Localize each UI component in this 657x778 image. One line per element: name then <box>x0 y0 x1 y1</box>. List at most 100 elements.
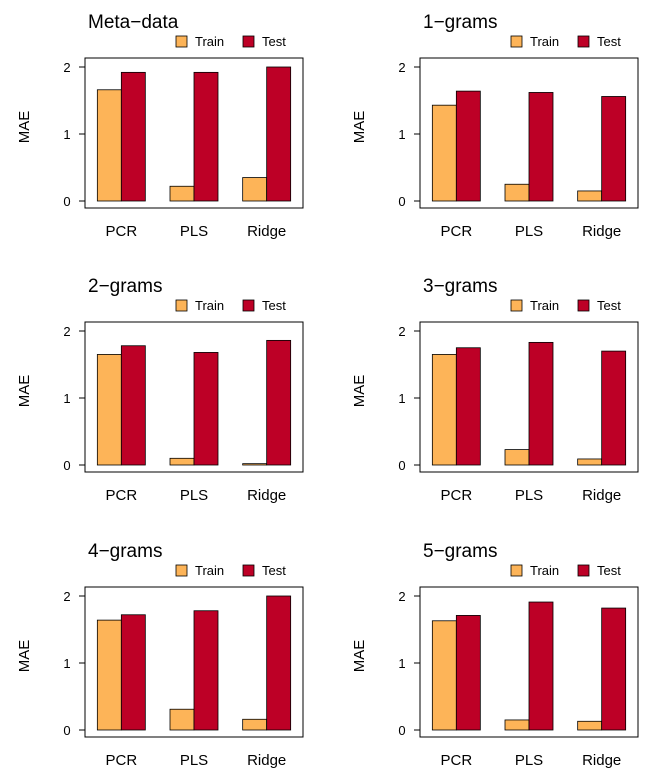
bar-train-pcr <box>431 104 457 202</box>
legend-label-train: Train <box>530 34 559 49</box>
chart-panel: 5−grams Train Test MAE 0 1 2 PCR PLS Ridge <box>351 541 639 769</box>
bar-train-ridge <box>577 458 603 466</box>
x-tick-label: PLS <box>180 487 208 504</box>
bar-train-pls <box>504 183 530 202</box>
chart-panel: Meta−data Train Test MAE 0 1 2 PCR PLS Ridge <box>16 12 304 240</box>
x-tick-label: Ridge <box>247 487 286 504</box>
legend-label-test: Test <box>597 563 621 578</box>
y-tick-label: 2 <box>398 60 405 75</box>
y-tick-label: 0 <box>398 723 405 738</box>
legend-label-test: Test <box>597 34 621 49</box>
panel-title: 5−grams <box>423 541 497 562</box>
bar-train-ridge <box>577 190 603 202</box>
bar-train-pls <box>169 185 195 202</box>
x-tick-label: PCR <box>440 223 472 240</box>
legend-label-test: Test <box>262 298 286 313</box>
panel-title: 4−grams <box>88 541 162 562</box>
y-tick-label: 2 <box>398 589 405 604</box>
chart-panel: 3−grams Train Test MAE 0 1 2 PCR PLS Ridge <box>351 276 639 504</box>
y-tick-label: 2 <box>63 60 70 75</box>
x-tick-label: PCR <box>105 752 137 769</box>
legend-swatch-test <box>577 299 590 312</box>
bar-train-pls <box>169 457 195 466</box>
bar-test-pcr <box>120 345 146 466</box>
bar-test-pls <box>193 71 219 202</box>
panel-title: 1−grams <box>423 12 497 33</box>
bar-test-pls <box>528 92 554 202</box>
legend-label-test: Test <box>597 298 621 313</box>
bar-test-pcr <box>455 347 481 466</box>
y-tick-label: 2 <box>63 324 70 339</box>
x-tick-label: PLS <box>515 487 543 504</box>
x-tick-label: Ridge <box>582 223 621 240</box>
y-tick-label: 1 <box>398 656 405 671</box>
y-tick-label: 1 <box>63 391 70 406</box>
y-axis-label: MAE <box>16 375 33 408</box>
x-tick-label: PCR <box>440 752 472 769</box>
plot-frame <box>84 586 304 738</box>
x-tick-label: PCR <box>440 487 472 504</box>
x-tick-label: PCR <box>105 487 137 504</box>
y-tick-label: 0 <box>63 458 70 473</box>
bar-train-pcr <box>96 89 122 202</box>
bar-test-pcr <box>120 71 146 202</box>
legend-label-train: Train <box>195 34 224 49</box>
x-tick-label: PLS <box>180 223 208 240</box>
bar-test-ridge <box>601 96 627 202</box>
legend-label-train: Train <box>530 563 559 578</box>
legend-swatch-train <box>510 35 523 48</box>
legend-swatch-test <box>242 299 255 312</box>
y-tick-label: 2 <box>63 589 70 604</box>
x-tick-label: Ridge <box>582 487 621 504</box>
x-tick-label: PCR <box>105 223 137 240</box>
legend-label-train: Train <box>195 563 224 578</box>
y-tick-label: 2 <box>398 324 405 339</box>
legend-swatch-train <box>175 564 188 577</box>
bar-train-ridge <box>577 720 603 731</box>
legend-swatch-test <box>577 564 590 577</box>
bar-train-pcr <box>431 620 457 731</box>
bar-train-pls <box>504 719 530 731</box>
y-tick-label: 0 <box>398 458 405 473</box>
bar-test-pcr <box>455 615 481 731</box>
bar-test-ridge <box>601 607 627 731</box>
bar-test-pcr <box>455 90 481 202</box>
plot-frame <box>419 57 639 209</box>
x-tick-label: Ridge <box>247 223 286 240</box>
y-tick-label: 1 <box>63 127 70 142</box>
bar-test-ridge <box>601 350 627 466</box>
x-tick-label: Ridge <box>582 752 621 769</box>
legend-label-train: Train <box>195 298 224 313</box>
chart-panel: 4−grams Train Test MAE 0 1 2 PCR PLS Ridge <box>16 541 304 769</box>
legend-swatch-train <box>175 299 188 312</box>
y-tick-label: 1 <box>398 127 405 142</box>
bar-test-pls <box>528 341 554 466</box>
y-axis-label: MAE <box>351 111 368 144</box>
legend-swatch-train <box>510 564 523 577</box>
bar-test-pls <box>193 352 219 466</box>
legend-label-train: Train <box>530 298 559 313</box>
legend-swatch-test <box>242 35 255 48</box>
bar-train-pcr <box>431 354 457 466</box>
legend-swatch-test <box>242 564 255 577</box>
plot-frame <box>84 321 304 473</box>
bar-test-pls <box>528 601 554 731</box>
plot-frame <box>419 321 639 473</box>
legend-label-test: Test <box>262 34 286 49</box>
bar-test-ridge <box>266 595 292 731</box>
y-tick-label: 1 <box>63 656 70 671</box>
y-axis-label: MAE <box>16 111 33 144</box>
legend-swatch-train <box>510 299 523 312</box>
bar-train-pls <box>504 449 530 466</box>
y-tick-label: 0 <box>63 723 70 738</box>
x-tick-label: PLS <box>180 752 208 769</box>
y-tick-label: 1 <box>398 391 405 406</box>
bar-train-ridge <box>242 718 268 731</box>
y-axis-label: MAE <box>351 375 368 408</box>
bar-train-pls <box>169 708 195 731</box>
y-tick-label: 0 <box>398 194 405 209</box>
bar-test-pls <box>193 610 219 731</box>
panel-title: 2−grams <box>88 276 162 297</box>
chart-panel: 1−grams Train Test MAE 0 1 2 PCR PLS Ridge <box>351 12 639 240</box>
chart-panel: 2−grams Train Test MAE 0 1 2 PCR PLS Ridge <box>16 276 304 504</box>
